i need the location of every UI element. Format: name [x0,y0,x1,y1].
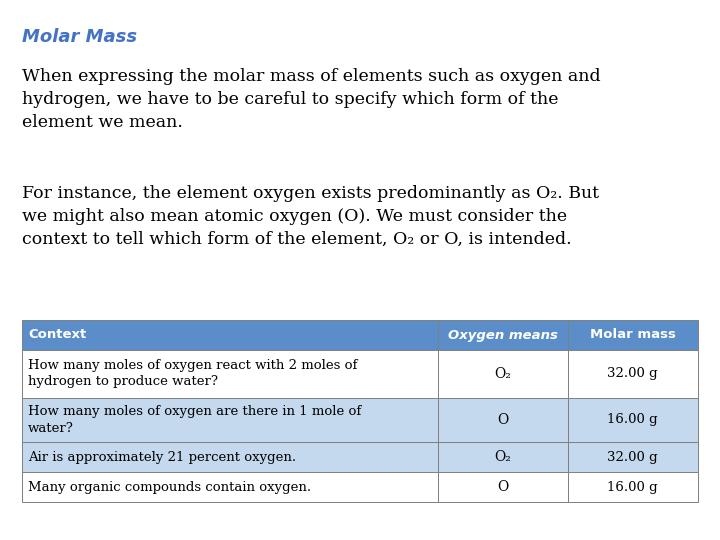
Text: How many moles of oxygen are there in 1 mole of
water?: How many moles of oxygen are there in 1 … [28,406,361,435]
Bar [438,350,567,398]
Text: 32.00 g: 32.00 g [608,368,658,381]
Text: O₂: O₂ [494,367,511,381]
Bar [438,472,567,502]
Text: O₂: O₂ [494,450,511,464]
Bar [22,320,438,350]
Text: O: O [497,413,508,427]
Text: Molar mass: Molar mass [590,328,675,341]
Bar [567,398,698,442]
Bar [438,320,567,350]
Bar [22,398,438,442]
Bar [567,472,698,502]
Text: Oxygen means: Oxygen means [448,328,557,341]
Bar [567,350,698,398]
Bar [567,320,698,350]
Bar [567,442,698,472]
Text: For instance, the element oxygen exists predominantly as O₂. But
we might also m: For instance, the element oxygen exists … [22,185,599,248]
Text: Context: Context [28,328,86,341]
Bar [22,442,438,472]
Text: 32.00 g: 32.00 g [608,450,658,463]
Bar [438,398,567,442]
Bar [438,442,567,472]
Text: When expressing the molar mass of elements such as oxygen and
hydrogen, we have : When expressing the molar mass of elemen… [22,68,600,131]
Text: 16.00 g: 16.00 g [608,414,658,427]
Text: Many organic compounds contain oxygen.: Many organic compounds contain oxygen. [28,481,311,494]
Text: 16.00 g: 16.00 g [608,481,658,494]
Bar [22,472,438,502]
Text: O: O [497,480,508,494]
Bar [22,350,438,398]
Text: Air is approximately 21 percent oxygen.: Air is approximately 21 percent oxygen. [28,450,296,463]
Text: How many moles of oxygen react with 2 moles of
hydrogen to produce water?: How many moles of oxygen react with 2 mo… [28,360,357,388]
Text: Molar Mass: Molar Mass [22,28,137,46]
